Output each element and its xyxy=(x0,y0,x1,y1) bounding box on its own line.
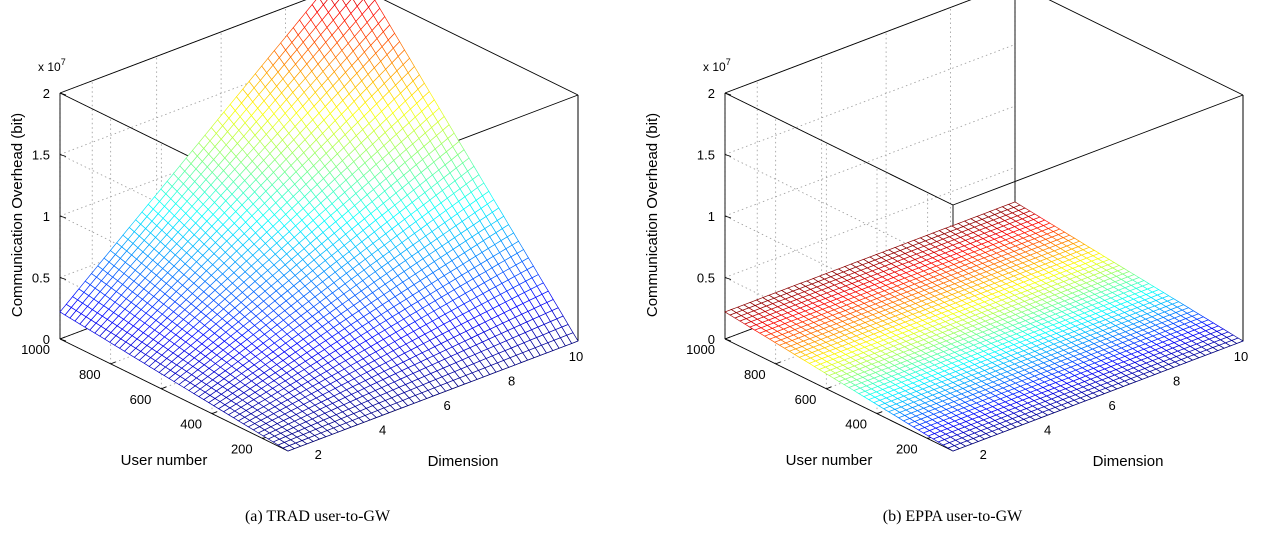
z-tick-mark xyxy=(59,338,67,342)
z-tick-label: 0 xyxy=(708,332,715,347)
y-tick-label: 600 xyxy=(795,392,817,407)
y-tick-mark xyxy=(110,361,116,365)
y-tick-mark xyxy=(211,411,218,415)
y-tick-label: 800 xyxy=(79,367,101,382)
surface-cell xyxy=(368,0,381,16)
surface-cell xyxy=(363,0,376,8)
surface-cell xyxy=(1007,201,1021,208)
box-edge xyxy=(383,0,579,96)
box-edge xyxy=(724,92,954,206)
surface-cell xyxy=(353,0,364,7)
y-tick-mark xyxy=(724,336,731,340)
y-tick-label: 1000 xyxy=(686,342,715,357)
panel-trad: 2 4 6 8 10 200 400 600 800 1000 0 0.5 1 1.5 2 x 107 Comm… xyxy=(9,0,583,525)
y-tick-label: 200 xyxy=(896,442,918,457)
z-axis-label: Communication Overhead (bit) xyxy=(644,113,661,317)
surface-cell xyxy=(342,0,352,6)
z-tick-label: 1 xyxy=(43,209,50,224)
z-tick-label: 0.5 xyxy=(32,271,50,286)
surface-cell xyxy=(345,0,358,14)
z-tick-mark xyxy=(724,277,732,280)
surface-cell xyxy=(356,0,369,15)
z-multiplier-exponent: 7 xyxy=(61,57,66,67)
side-wall-grid-line xyxy=(724,154,954,267)
box-edge xyxy=(952,94,1244,206)
y-tick-label: 600 xyxy=(130,392,152,407)
y-axis-label: User number xyxy=(786,452,873,469)
y-tick-label: 1000 xyxy=(21,342,50,357)
back-wall-grid-line xyxy=(724,0,972,94)
z-tick-label: 1.5 xyxy=(697,148,715,163)
box-edge xyxy=(724,0,972,94)
z-tick-mark xyxy=(724,92,732,96)
z-tick-mark xyxy=(724,338,732,342)
y-tick-label: 800 xyxy=(744,367,766,382)
z-tick-mark xyxy=(59,154,67,157)
surface-cell xyxy=(331,0,340,6)
z-tick-mark xyxy=(59,215,67,219)
x-tick-label: 2 xyxy=(980,447,987,462)
x-tick-label: 4 xyxy=(379,422,386,437)
caption-trad: (a) TRAD user-to-GW xyxy=(244,508,391,525)
z-tick-label: 1 xyxy=(708,209,715,224)
back-wall-grid-line xyxy=(724,44,1016,155)
x-axis-label: Dimension xyxy=(1093,453,1164,470)
z-tick-label: 0.5 xyxy=(697,271,715,286)
box-edge xyxy=(59,0,307,94)
z-tick-mark xyxy=(59,277,67,280)
y-axis-label: User number xyxy=(121,452,208,469)
surface-cell xyxy=(334,0,347,14)
y-tick-mark xyxy=(59,336,66,340)
x-tick-label: 8 xyxy=(508,373,515,388)
caption-eppa: (b) EPPA user-to-GW xyxy=(882,508,1023,525)
x-tick-label: 8 xyxy=(1173,373,1180,388)
y-tick-mark xyxy=(876,411,883,415)
panel-eppa: 2 4 6 8 10 200 400 600 800 1000 0 0.5 1 1.5 2 x 107 Comm… xyxy=(635,0,1270,544)
box-edge xyxy=(59,338,289,452)
x-tick-label: 6 xyxy=(443,398,450,413)
z-multiplier-exponent: 7 xyxy=(726,57,731,67)
z-tick-label: 2 xyxy=(708,86,715,101)
x-tick-label: 10 xyxy=(1234,349,1248,364)
x-axis-label: Dimension xyxy=(428,453,499,470)
y-tick-mark xyxy=(161,386,167,390)
z-tick-mark xyxy=(724,154,732,157)
z-tick-label: 1.5 xyxy=(32,148,50,163)
z-tick-mark xyxy=(59,92,67,96)
back-wall-grid-line xyxy=(724,105,1016,217)
z-tick-mark xyxy=(724,215,732,219)
surface-mesh xyxy=(59,0,579,452)
z-axis-label: Communication Overhead (bit) xyxy=(9,113,26,317)
x-tick-label: 2 xyxy=(315,447,322,462)
surface-cell xyxy=(311,0,324,13)
y-tick-mark xyxy=(775,361,781,365)
z-tick-label: 0 xyxy=(43,332,50,347)
x-tick-label: 10 xyxy=(569,349,583,364)
box-edge xyxy=(724,338,954,452)
y-tick-label: 400 xyxy=(845,417,867,432)
z-tick-label: 2 xyxy=(43,86,50,101)
z-multiplier-label: x 107 xyxy=(703,57,731,74)
y-tick-label: 400 xyxy=(180,417,202,432)
x-tick-label: 6 xyxy=(1108,398,1115,413)
surface-cell xyxy=(320,0,328,6)
surface-cell xyxy=(322,0,336,13)
y-tick-label: 200 xyxy=(231,442,253,457)
surface-mesh xyxy=(724,201,1244,452)
x-tick-label: 4 xyxy=(1044,422,1051,437)
box-edge xyxy=(1048,0,1244,96)
z-multiplier-label: x 107 xyxy=(38,57,66,74)
y-tick-mark xyxy=(826,386,832,390)
